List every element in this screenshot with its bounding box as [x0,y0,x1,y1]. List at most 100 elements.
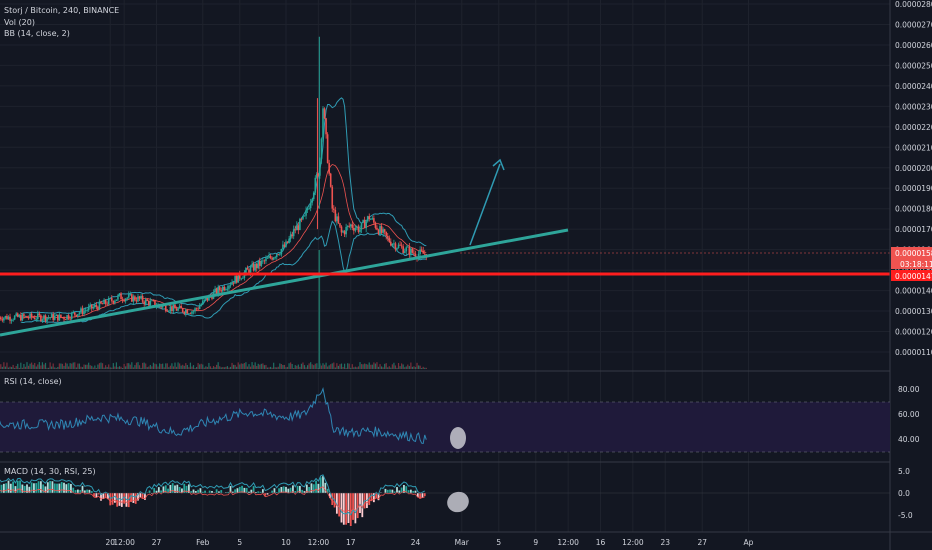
candle-body [248,269,250,274]
volume-bar [262,363,264,369]
candle-body [9,316,11,321]
trendline[interactable] [0,228,569,337]
volume-bar [189,362,192,369]
candle-body [40,315,42,321]
macd-hist-bar [60,482,63,493]
volume-bar [283,364,286,369]
volume-indicator-label[interactable]: Vol (20) [4,18,35,27]
volume-bar [163,367,165,369]
candle-body [238,272,241,279]
volume-bar [64,362,67,369]
volume-bar [269,366,272,369]
volume-bar [282,365,284,369]
candle-body [188,313,190,315]
macd-hist-bar [67,483,70,493]
macd-hist-bar [310,483,313,493]
candle-body [254,263,256,271]
macd-hist-bar [141,493,144,499]
candle-body [203,299,206,301]
candle-body [97,306,99,310]
volume-bar [220,367,222,369]
candle-body [272,257,275,260]
macd-hist-bar [26,484,28,493]
macd-indicator-label[interactable]: MACD (14, 30, RSI, 25) [4,467,96,476]
volume-bar [80,366,82,369]
projection-arrow[interactable] [469,163,501,246]
volume-bar [413,366,415,369]
macd-hist-bar [224,492,227,493]
volume-bar [111,367,113,369]
rsi-indicator-label[interactable]: RSI (14, close) [4,377,62,386]
candle-body [115,299,118,301]
candle-body [410,248,412,255]
volume-bar [297,364,299,369]
volume-bar [172,366,175,369]
price-tick-label: 0.00001300 [895,307,932,316]
macd-hist-bar [238,486,241,493]
volume-bar [425,367,427,369]
volume-bar [402,364,404,369]
volume-bar [263,365,266,369]
candle-body [217,287,219,294]
macd-hist-bar [58,483,61,493]
volume-bar [183,365,185,369]
candle-body [18,315,21,317]
candle-body [328,162,330,174]
macd-hist-bar [83,490,86,493]
candle-body [397,244,400,249]
volume-bar [123,363,125,369]
candle-body [21,314,24,321]
candle-body [225,289,227,291]
macd-hist-bar [102,493,105,500]
volume-bar [357,366,360,369]
candle-body [390,241,392,246]
symbol-title[interactable]: Storj / Bitcoin, 240, BINANCE [4,6,119,15]
volume-bar [97,364,99,369]
macd-hist-bar [70,483,72,493]
volume-bar [182,364,184,369]
bb-indicator-label[interactable]: BB (14, close, 2) [4,29,70,38]
macd-hist-bar [227,491,230,493]
candle-body [3,317,5,321]
macd-hist-bar [74,490,77,493]
volume-bar [34,362,36,369]
volume-bar [350,367,352,369]
volume-bar [342,366,344,369]
volume-bar [354,366,356,369]
macd-hist-bar [234,489,237,493]
volume-bar [356,367,358,369]
macd-hist-bar [229,486,232,493]
volume-bar [120,366,122,369]
candle-body [152,300,155,302]
volume-bars [0,250,427,369]
macd-hist-bar [192,489,195,493]
candle-body [114,300,116,303]
macd-hist-bar [185,485,188,493]
macd-hist-bar [211,491,213,493]
price-tick-label: 0.00002300 [895,102,932,111]
macd-hist-bar [261,489,264,493]
volume-bar [219,366,221,369]
volume-bar [223,367,225,369]
volume-bar [310,362,312,369]
rsi-tick-80: 80.00 [898,385,920,394]
volume-bar [288,363,290,369]
macd-hist-bar [28,486,31,493]
macd-hist-bar [340,493,343,523]
macd-hist-bar [95,493,98,498]
volume-bar [208,362,210,369]
macd-hist-bar [30,482,33,493]
volume-bar [394,365,397,369]
candle-body [351,224,354,228]
time-tick-label: 17 [346,538,356,547]
volume-bar [118,366,121,369]
macd-hist-bar [370,493,373,502]
volume-bar [63,365,65,369]
candle-body [20,315,22,321]
candle-body [134,296,136,301]
volume-bar [390,367,392,369]
macd-hist-bar [315,480,317,493]
candle-body [149,300,152,306]
